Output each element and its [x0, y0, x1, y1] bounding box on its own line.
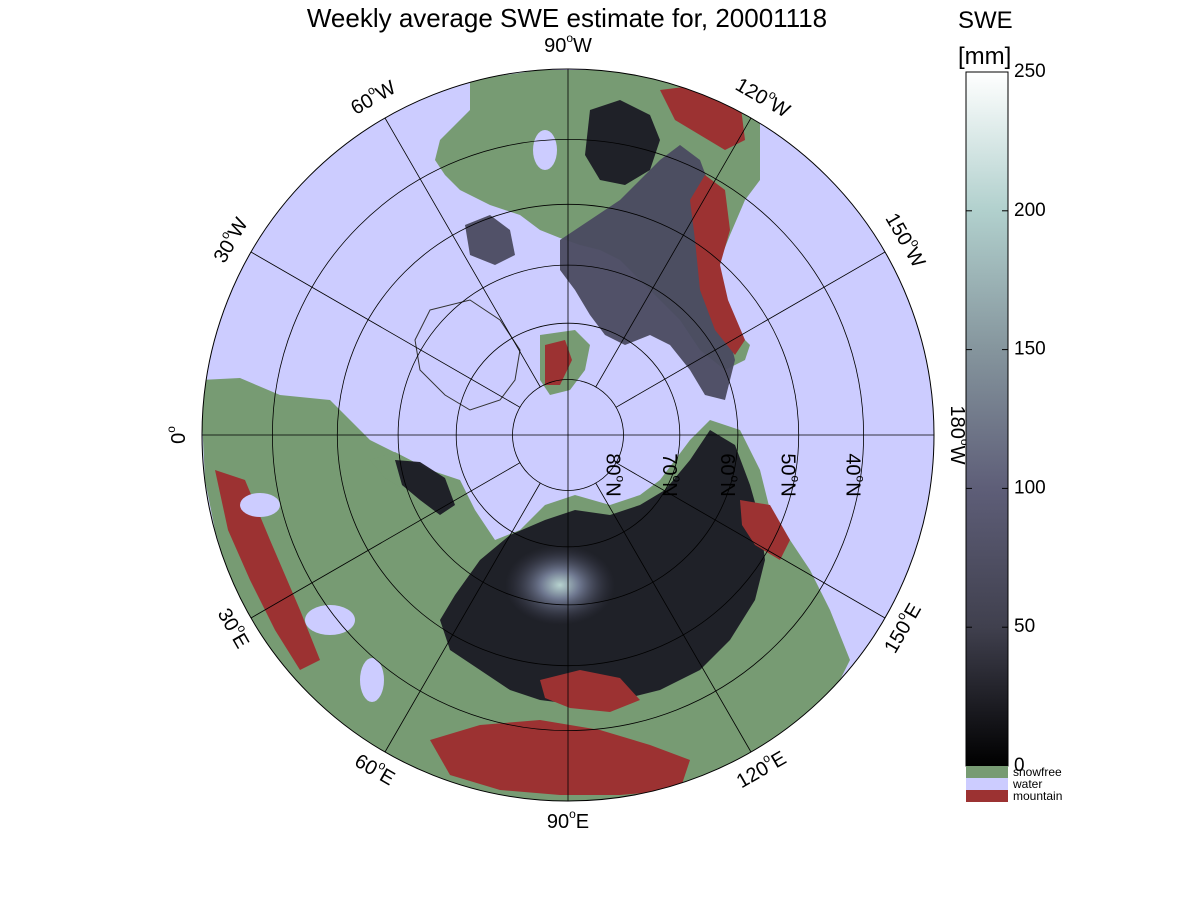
- greenland-outline: [414, 299, 521, 411]
- water-caspian-area: [305, 605, 355, 635]
- colorbar-ticks: 250 200 150 100 50 0: [966, 61, 1046, 776]
- colorbar-category-mountain: [966, 790, 1008, 802]
- latitude-label-50: 50oN: [776, 453, 802, 496]
- meridian-120: [595, 117, 752, 388]
- latitude-label-40: 40oN: [841, 453, 867, 496]
- meridian-60: [384, 117, 541, 388]
- colorbar-category-label-water: water: [1012, 777, 1042, 791]
- longitude-label-30: 30oW: [206, 212, 253, 267]
- mountain-altai: [540, 670, 640, 712]
- longitude-label-60: 60oW: [345, 73, 400, 120]
- mountain-east-siberia: [740, 500, 790, 560]
- snow-cover-scandinavia: [395, 460, 455, 515]
- polar-map-disc: [202, 69, 934, 801]
- colorbar-category-label-snowfree: snowfree: [1013, 765, 1062, 779]
- colorbar-scale: [965, 71, 1009, 767]
- meridian-30: [250, 251, 521, 408]
- meridian-150: [615, 251, 886, 408]
- snow-cover-canada-north: [585, 100, 660, 185]
- longitude-label-180: 180oW: [946, 406, 972, 465]
- map-title: Weekly average SWE estimate for, 2000111…: [306, 3, 828, 33]
- water-hudson-area: [533, 130, 557, 170]
- snow-cover-peak: [505, 545, 615, 625]
- mountain-central-asia: [430, 720, 690, 795]
- colorbar-category-label-mountain: mountain: [1013, 789, 1062, 803]
- colorbar-tick-label-0: 0: [1014, 755, 1025, 776]
- colorbar-title-line1: SWE: [958, 7, 1013, 34]
- latitude-label-60: 60oN: [716, 453, 742, 496]
- latitude-label-80: 80oN: [601, 453, 627, 496]
- graticule: [202, 69, 934, 801]
- meridian-330: [250, 462, 521, 619]
- longitude-label-270: 90oE: [547, 807, 589, 833]
- latitude-label-70: 70oN: [658, 453, 684, 496]
- map-boundary: [201, 68, 935, 802]
- mountain-rockies: [690, 175, 745, 355]
- colorbar-units: [mm]: [958, 43, 1012, 70]
- colorbar-tick-label-50: 50: [1014, 616, 1035, 637]
- longitude-label-0: 0o: [164, 426, 190, 444]
- snow-cover-alaska: [465, 215, 515, 265]
- colorbar-tick-label-200: 200: [1014, 200, 1046, 221]
- colorbar-title: SWE [mm]: [958, 3, 1013, 75]
- meridian-300: [384, 482, 541, 753]
- mountain-greenland-coast: [545, 340, 572, 385]
- colorbar-category-snowfree: [966, 766, 1008, 778]
- colorbar-tick-label-250: 250: [1014, 61, 1046, 82]
- colorbar-tick-label-100: 100: [1014, 477, 1046, 498]
- mountain-europe: [215, 470, 320, 670]
- water-baltic-area: [240, 493, 280, 517]
- latitude-labels: 80oN 70oN 60oN 50oN 40oN: [601, 453, 867, 496]
- meridian-210: [615, 462, 886, 619]
- longitude-label-90: 90oW: [544, 31, 592, 57]
- colorbar-tick-label-150: 150: [1014, 339, 1046, 360]
- colorbar-category-water: [966, 778, 1008, 790]
- water-inland-sea: [360, 658, 384, 702]
- meridian-240: [595, 482, 752, 753]
